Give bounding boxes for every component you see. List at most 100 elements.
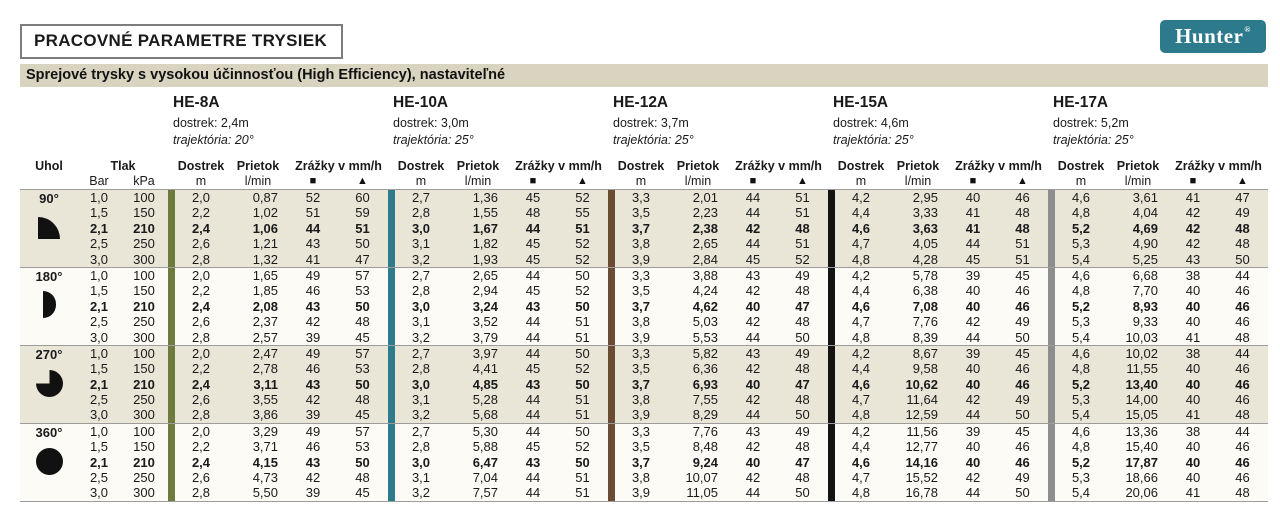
precip-triangle-cell: 51 bbox=[795, 236, 810, 252]
model-color-strip bbox=[608, 361, 615, 377]
precip-square-cell: 49 bbox=[305, 267, 321, 283]
precip-triangle-cell: 45 bbox=[355, 407, 370, 423]
precip-triangle-cell: 57 bbox=[355, 267, 370, 283]
precip-square-cell: 45 bbox=[745, 251, 761, 267]
precip-square-cell: 39 bbox=[965, 423, 981, 439]
dostrek-cell: 4,2 bbox=[851, 190, 871, 205]
precip-square-cell: 45 bbox=[525, 251, 541, 267]
model-color-strip bbox=[388, 423, 395, 440]
angle-cell: 90° bbox=[20, 190, 78, 267]
precip-triangle-cell: 48 bbox=[795, 283, 810, 299]
precip-triangle-cell: 47 bbox=[795, 454, 810, 470]
precip-triangle-cell: 51 bbox=[355, 220, 370, 236]
pressure-kpa-cell: 250 bbox=[133, 470, 155, 486]
pressure-kpa-cell: 300 bbox=[133, 329, 155, 345]
unit-lmin: l/min bbox=[904, 174, 932, 188]
prietok-cell: 10,62 bbox=[905, 376, 938, 392]
model-color-strip bbox=[1048, 470, 1055, 486]
precip-triangle-icon: ▲ bbox=[577, 175, 588, 187]
dostrek-cell: 3,7 bbox=[631, 298, 651, 314]
prietok-cell: 2,65 bbox=[472, 267, 498, 283]
col-header-zrazky: Zrážky v mm/h bbox=[515, 159, 602, 173]
dostrek-cell: 5,3 bbox=[1071, 392, 1091, 408]
prietok-cell: 3,29 bbox=[252, 423, 278, 439]
angle-group-180: 180° 1,0 100 2,0 1,65 49 57 2,7 2,65 44 50 3,3 3,88 4… bbox=[20, 266, 1268, 345]
precip-square-cell: 40 bbox=[965, 190, 981, 205]
unit-m: m bbox=[415, 174, 427, 188]
precip-square-cell: 44 bbox=[745, 485, 761, 501]
pressure-kpa-cell: 300 bbox=[133, 407, 155, 423]
unit-m: m bbox=[1075, 174, 1087, 188]
prietok-cell: 4,41 bbox=[472, 361, 498, 377]
precip-square-cell: 42 bbox=[745, 283, 761, 299]
model-color-strip bbox=[168, 329, 175, 345]
precip-square-cell: 42 bbox=[305, 314, 321, 330]
col-header-tlak: Tlak bbox=[110, 159, 136, 173]
precip-triangle-cell: 53 bbox=[355, 439, 370, 455]
precip-triangle-cell: 45 bbox=[355, 485, 370, 501]
precip-triangle-cell: 52 bbox=[575, 439, 590, 455]
model-color-strip bbox=[608, 470, 615, 486]
dostrek-cell: 4,6 bbox=[851, 454, 871, 470]
dostrek-cell: 4,8 bbox=[1071, 283, 1091, 299]
model-color-strip bbox=[388, 439, 395, 455]
precip-triangle-cell: 51 bbox=[575, 392, 590, 408]
table-row: 2,5 250 2,6 1,21 43 50 3,1 1,82 45 52 3,8 2,65 44 51 4… bbox=[20, 236, 1268, 252]
pressure-kpa-cell: 250 bbox=[133, 236, 155, 252]
precip-square-cell: 42 bbox=[305, 392, 321, 408]
model-color-strip bbox=[388, 205, 395, 221]
precip-square-cell: 49 bbox=[305, 423, 321, 439]
pressure-bar-cell: 1,5 bbox=[89, 439, 109, 455]
prietok-cell: 5,88 bbox=[472, 439, 498, 455]
model-color-strip bbox=[828, 329, 835, 345]
precip-triangle-icon: ▲ bbox=[797, 175, 808, 187]
precip-triangle-cell: 49 bbox=[795, 345, 810, 361]
model-color-strip bbox=[388, 345, 395, 362]
precip-triangle-cell: 46 bbox=[1235, 314, 1250, 330]
precip-square-cell: 42 bbox=[745, 439, 761, 455]
pressure-kpa-cell: 100 bbox=[133, 423, 155, 439]
precip-triangle-cell: 52 bbox=[795, 251, 810, 267]
precip-square-cell: 51 bbox=[305, 205, 321, 221]
table-row: 1,5 150 2,2 1,85 46 53 2,8 2,94 45 52 3,5 4,24 42 48 4… bbox=[20, 283, 1268, 299]
dostrek-cell: 2,7 bbox=[411, 190, 431, 205]
model-name: HE-10A bbox=[393, 94, 449, 111]
model-color-strip bbox=[388, 361, 395, 377]
units-row: Bar kPa m l/min ■ ▲ m l/min ■ ▲ m l/min ■ ▲ m l/min ■ ▲ m l… bbox=[20, 173, 1268, 189]
precip-triangle-icon: ▲ bbox=[357, 175, 368, 187]
model-color-strip bbox=[168, 485, 175, 501]
model-color-strip bbox=[168, 236, 175, 252]
dostrek-cell: 5,4 bbox=[1071, 329, 1091, 345]
dostrek-cell: 3,3 bbox=[631, 345, 651, 361]
precip-square-cell: 44 bbox=[745, 407, 761, 423]
precip-triangle-cell: 46 bbox=[1235, 298, 1250, 314]
dostrek-cell: 2,0 bbox=[191, 190, 211, 205]
dostrek-cell: 2,7 bbox=[411, 345, 431, 361]
model-color-strip bbox=[388, 407, 395, 423]
model-color-strip bbox=[168, 298, 175, 315]
model-color-strip bbox=[388, 376, 395, 393]
precip-triangle-cell: 48 bbox=[355, 470, 370, 486]
prietok-cell: 18,66 bbox=[1125, 470, 1158, 486]
prietok-cell: 16,78 bbox=[905, 485, 938, 501]
pressure-bar-cell: 3,0 bbox=[89, 251, 109, 267]
nozzle-performance-table: HE-8A dostrek: 2,4m trajektória: 20° HE-10A… bbox=[20, 92, 1268, 502]
dostrek-cell: 4,6 bbox=[851, 220, 871, 236]
prietok-cell: 2,57 bbox=[252, 329, 278, 345]
dostrek-cell: 5,4 bbox=[1071, 485, 1091, 501]
precip-square-cell: 38 bbox=[1185, 267, 1201, 283]
precip-square-cell: 44 bbox=[525, 220, 541, 236]
precip-triangle-cell: 49 bbox=[1015, 314, 1030, 330]
table-row: 1,5 150 2,2 3,71 46 53 2,8 5,88 45 52 3,5 8,48 42 48 4… bbox=[20, 439, 1268, 455]
prietok-cell: 6,68 bbox=[1132, 267, 1158, 283]
col-header-dostrek: Dostrek bbox=[397, 159, 445, 173]
precip-square-cell: 41 bbox=[1185, 329, 1201, 345]
precip-square-cell: 40 bbox=[965, 361, 981, 377]
prietok-cell: 6,38 bbox=[912, 283, 938, 299]
model-color-strip bbox=[168, 267, 175, 284]
dostrek-cell: 4,2 bbox=[851, 267, 871, 283]
dostrek-cell: 2,6 bbox=[191, 314, 211, 330]
model-color-strip bbox=[1048, 454, 1055, 471]
table-row: 3,0 300 2,8 1,32 41 47 3,2 1,93 45 52 3,9 2,84 45 52 4… bbox=[20, 251, 1268, 267]
table-row: 1,0 100 2,0 0,87 52 60 2,7 1,36 45 52 3,3 2,01 44 51 4… bbox=[20, 190, 1268, 206]
